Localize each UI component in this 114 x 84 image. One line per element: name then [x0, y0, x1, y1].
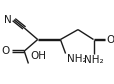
Text: N: N: [4, 15, 12, 25]
Text: NH₂: NH₂: [66, 54, 86, 64]
Text: NH₂: NH₂: [83, 55, 102, 65]
Text: O: O: [105, 35, 113, 45]
Text: O: O: [1, 46, 10, 56]
Text: OH: OH: [30, 51, 46, 61]
